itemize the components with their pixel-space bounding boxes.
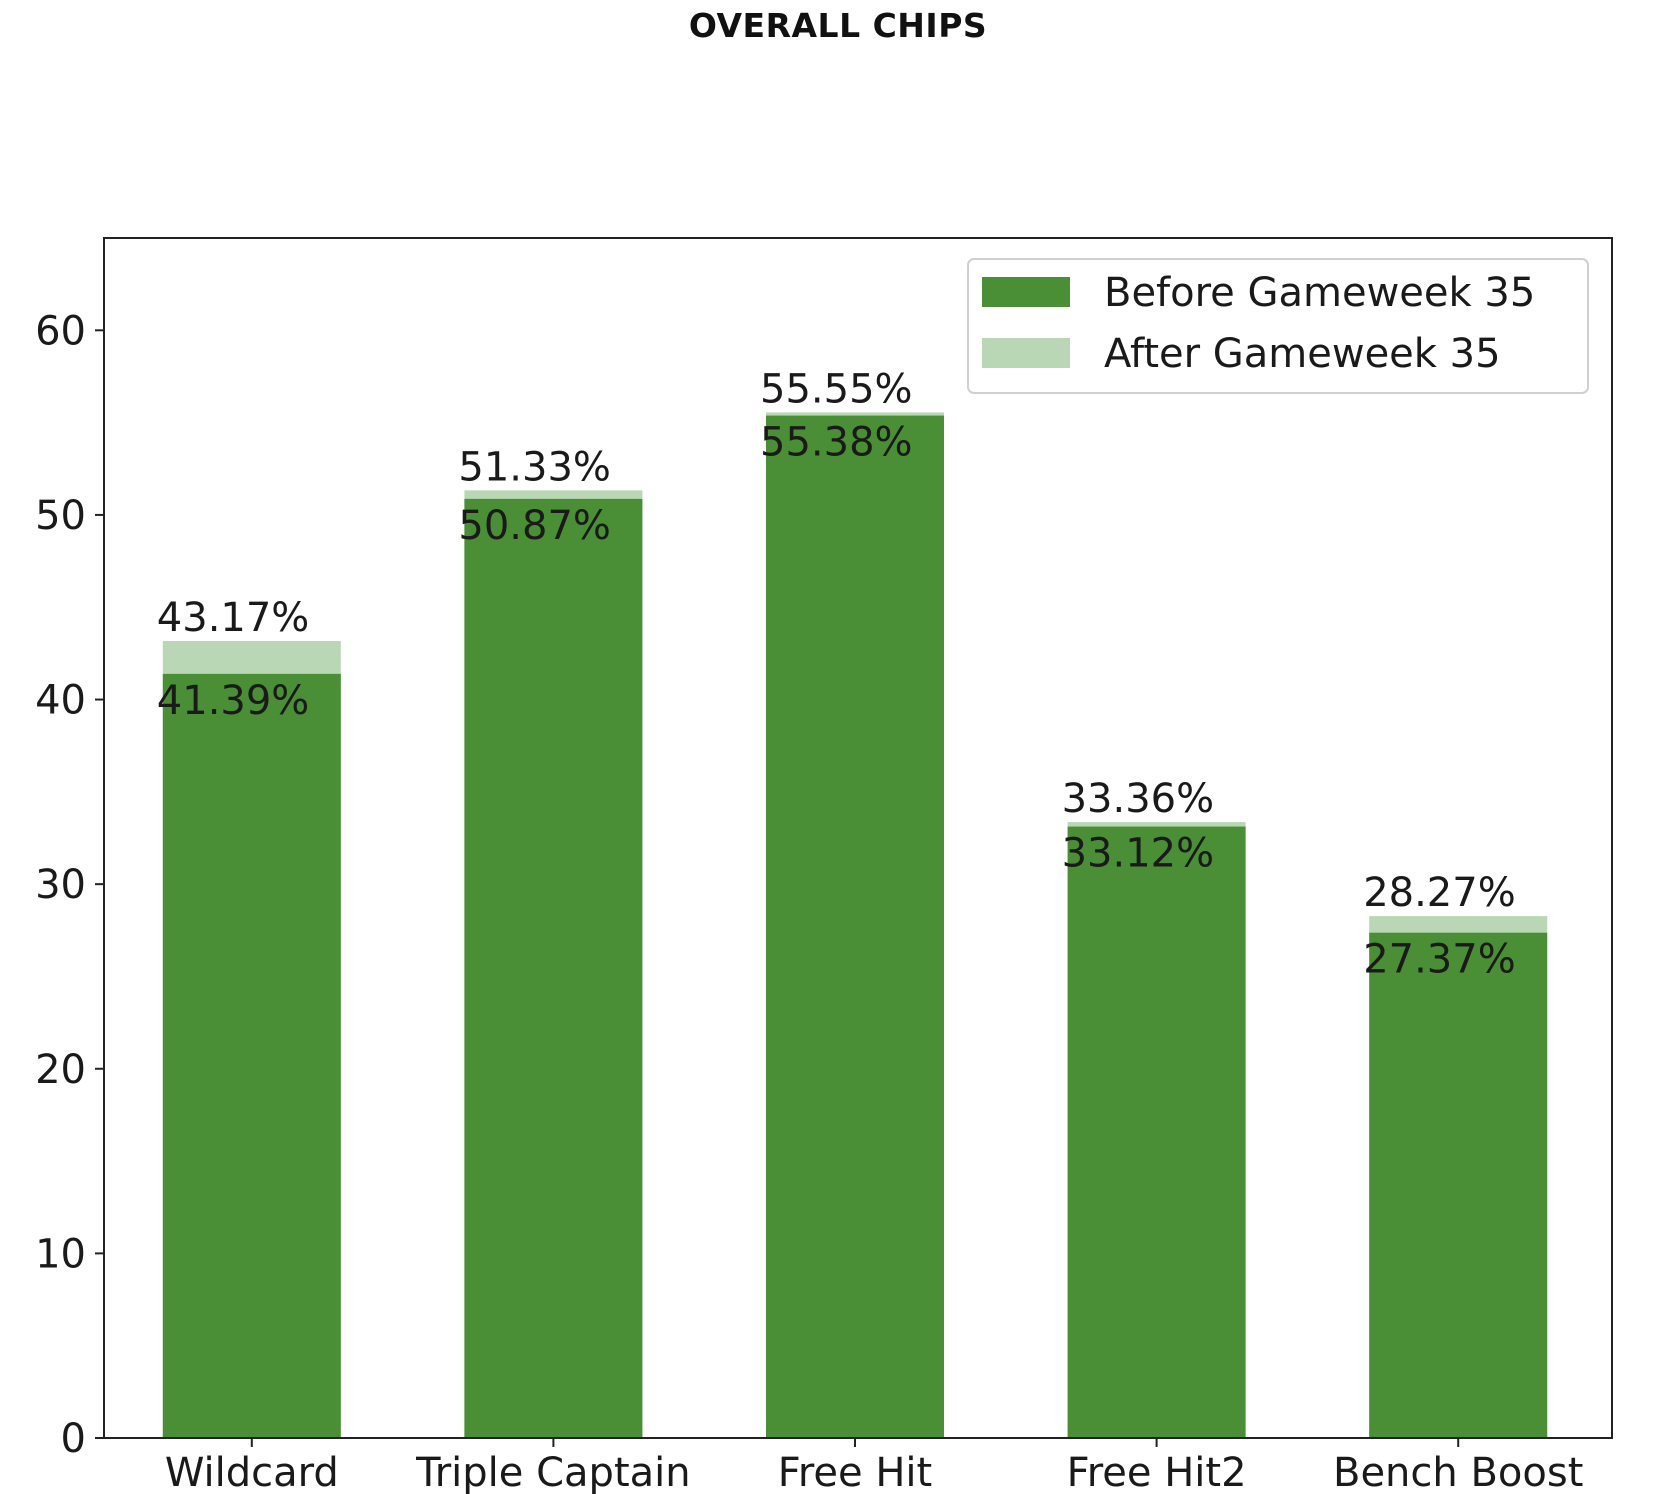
bar-before-4 [1369, 932, 1548, 1438]
x-tick-label-2: Free Hit [778, 1450, 932, 1494]
data-label-before-0: 41.39% [157, 678, 310, 724]
y-tick-label-0: 0 [61, 1416, 86, 1462]
bar-before-0 [162, 673, 341, 1438]
y-tick-label-6: 60 [35, 308, 86, 354]
bar-before-2 [766, 415, 944, 1439]
legend-label-after: After Gameweek 35 [1104, 331, 1501, 377]
data-label-before-4: 27.37% [1363, 937, 1516, 983]
y-tick-label-4: 40 [35, 678, 86, 724]
legend-box [967, 258, 1589, 394]
x-tick-label-0: Wildcard [165, 1450, 339, 1494]
data-label-after-2: 55.55% [760, 366, 913, 412]
data-label-after-1: 51.33% [458, 444, 611, 490]
before-bars [162, 415, 1548, 1439]
legend-label-before: Before Gameweek 35 [1104, 270, 1535, 316]
data-label-after-4: 28.27% [1363, 870, 1516, 916]
data-label-after-0: 43.17% [157, 595, 310, 641]
y-tick-label-2: 20 [35, 1047, 86, 1093]
x-tick-label-4: Bench Boost [1333, 1450, 1583, 1494]
y-tick-label-1: 10 [35, 1231, 86, 1277]
data-label-before-2: 55.38% [760, 420, 913, 466]
x-tick-label-1: Triple Captain [415, 1450, 690, 1494]
data-label-before-3: 33.12% [1062, 831, 1215, 877]
y-axis: 0 10 20 30 40 50 60 [35, 308, 104, 1462]
legend: Before Gameweek 35 After Gameweek 35 [967, 258, 1589, 394]
bar-before-1 [464, 498, 643, 1438]
y-tick-label-3: 30 [35, 862, 86, 908]
x-tick-label-3: Free Hit2 [1067, 1450, 1247, 1494]
data-label-after-3: 33.36% [1062, 776, 1215, 822]
legend-swatch-after [982, 338, 1070, 368]
y-tick-label-5: 50 [35, 493, 86, 539]
page-title: OVERALL CHIPS [688, 6, 988, 45]
data-label-before-1: 50.87% [458, 503, 611, 549]
plot-frame [103, 237, 1613, 1439]
data-labels: 43.17% 41.39% 51.33% 50.87% 55.55% 55.38% 33.3… [157, 366, 1516, 982]
legend-swatch-before [982, 277, 1070, 307]
bar-before-3 [1067, 826, 1246, 1438]
x-axis: Wildcard Triple Captain Free Hit Free Hit2 B… [165, 1438, 1583, 1494]
